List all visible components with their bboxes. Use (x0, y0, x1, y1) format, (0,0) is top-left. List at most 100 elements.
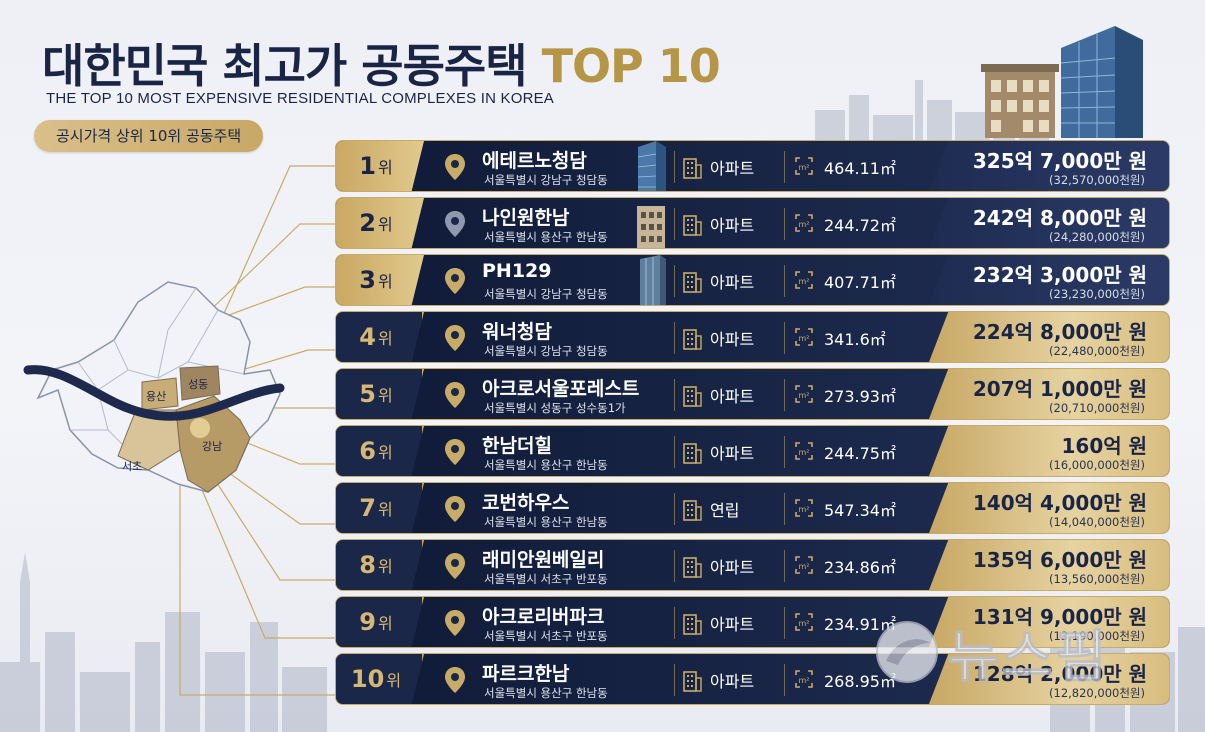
building-icon (682, 440, 702, 464)
price-panel (929, 369, 1169, 419)
floor-area: 268.95㎡ (824, 672, 896, 691)
housing-type: 아파트 (710, 672, 755, 691)
rank-label: 10 위 (336, 654, 416, 704)
rank-badge (336, 426, 424, 476)
area-icon: m² (794, 498, 814, 518)
rank-unit: 위 (377, 614, 393, 633)
price-panel (929, 141, 1169, 191)
official-price-thousand-won: (12,820,000천원) (1049, 686, 1145, 700)
area-icon: m² (794, 669, 814, 689)
divider (674, 322, 675, 354)
complex-address: 서울특별시 용산구 한남동 (484, 515, 608, 529)
complex-address: 서울특별시 강남구 청담동 (484, 287, 608, 301)
location-pin-icon (444, 666, 466, 694)
housing-type: 아파트 (710, 216, 755, 235)
complex-name: 한남더힐 (482, 435, 552, 457)
rank-number: 9 (359, 608, 376, 636)
buildings-illustration (981, 26, 1143, 138)
official-price-thousand-won: (24,280,000천원) (1049, 230, 1145, 244)
divider (784, 436, 785, 468)
complex-address: 서울특별시 용산구 한남동 (484, 686, 608, 700)
floor-area: 547.34㎡ (824, 501, 896, 520)
divider (674, 493, 675, 525)
svg-text:m²: m² (799, 619, 810, 628)
rank-number: 10 (350, 665, 385, 693)
complex-address: 서울특별시 서초구 반포동 (484, 572, 608, 586)
floor-area: 244.75㎡ (824, 444, 896, 463)
divider (784, 550, 785, 582)
rank-badge (336, 141, 424, 191)
housing-type: 아파트 (710, 159, 755, 178)
divider (674, 265, 675, 297)
official-price-thousand-won: (16,000,000천원) (1049, 458, 1145, 472)
area-icon: m² (794, 384, 814, 404)
area-icon: m² (794, 441, 814, 461)
rank-number: 5 (359, 380, 376, 408)
complex-name: 아크로서울포레스트 (482, 378, 640, 400)
divider (784, 208, 785, 240)
rank-number: 1 (359, 152, 376, 180)
divider (674, 151, 675, 183)
location-pin-icon (444, 153, 466, 181)
housing-type: 아파트 (710, 273, 755, 292)
housing-type: 아파트 (710, 330, 755, 349)
divider (784, 379, 785, 411)
rank-unit: 위 (377, 557, 393, 576)
official-price: 325억 7,000만 원 (972, 149, 1147, 173)
title-main: 대한민국 최고가 공동주택 (42, 39, 528, 93)
map-label-seocho: 서초 (122, 460, 142, 473)
area-icon: m² (794, 156, 814, 176)
rank-badge (336, 198, 424, 248)
housing-type: 아파트 (710, 558, 755, 577)
svg-text:m²: m² (799, 220, 810, 229)
official-price: 131억 9,000만 원 (972, 605, 1147, 629)
seoul-map: 용산 성동 강남 서초 (23, 281, 285, 493)
rank-number: 3 (359, 266, 376, 294)
building-icon (682, 611, 702, 635)
rank-badge (336, 312, 424, 362)
area-icon: m² (794, 612, 814, 632)
area-icon: m² (794, 270, 814, 290)
map-label-gangnam: 강남 (202, 440, 222, 453)
building-icon (682, 497, 702, 521)
price-panel (929, 483, 1169, 533)
rank-unit: 위 (386, 671, 402, 690)
map-label-yongsan: 용산 (146, 390, 166, 403)
divider (674, 664, 675, 696)
divider (784, 322, 785, 354)
complex-name: PH129 (482, 260, 552, 282)
floor-area: 464.11㎡ (824, 159, 896, 178)
official-price: 135억 6,000만 원 (972, 548, 1147, 572)
map-label-seongdong: 성동 (188, 378, 208, 391)
building-icon (682, 326, 702, 350)
divider (784, 664, 785, 696)
rank-number: 7 (359, 494, 376, 522)
location-pin-icon (444, 495, 466, 523)
rank-number: 8 (359, 551, 376, 579)
building-icon (682, 554, 702, 578)
location-pin-icon (444, 552, 466, 580)
divider (674, 208, 675, 240)
complex-name: 나인원한남 (482, 207, 570, 229)
price-panel (929, 597, 1169, 647)
official-price-thousand-won: (32,570,000천원) (1049, 173, 1145, 187)
subtitle-badge: 공시가격 상위 10위 공동주택 (34, 120, 264, 152)
floor-area: 244.72㎡ (824, 216, 896, 235)
svg-text:m²: m² (799, 277, 810, 286)
floor-area: 407.71㎡ (824, 273, 896, 292)
floor-area: 273.93㎡ (824, 387, 896, 406)
location-pin-icon (444, 210, 466, 238)
divider (674, 607, 675, 639)
building-icon (682, 155, 702, 179)
official-price-thousand-won: (14,040,000천원) (1049, 515, 1145, 529)
